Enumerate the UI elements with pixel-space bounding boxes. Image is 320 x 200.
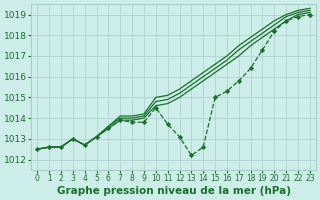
X-axis label: Graphe pression niveau de la mer (hPa): Graphe pression niveau de la mer (hPa) xyxy=(57,186,291,196)
